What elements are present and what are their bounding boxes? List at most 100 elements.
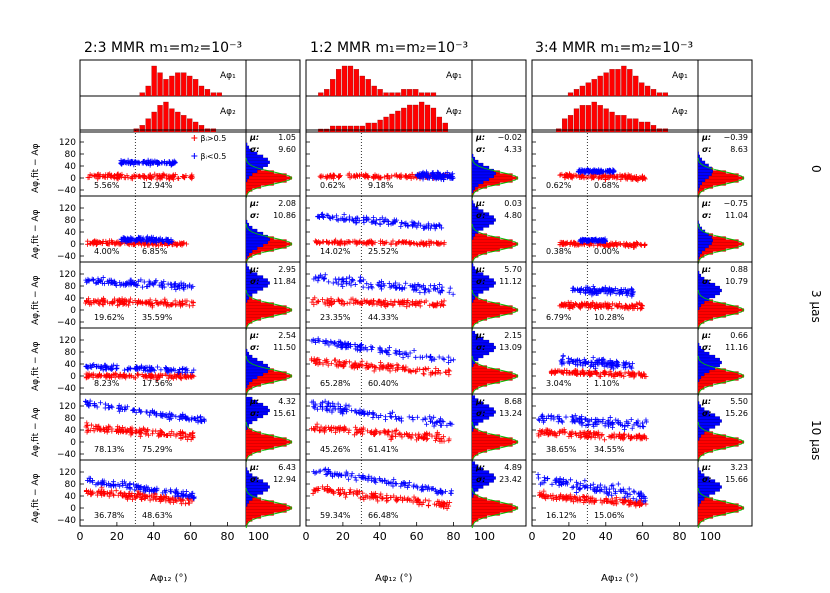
hist-bar-phi2 [389,113,395,133]
sigma-value: 11.16 [725,343,748,352]
hist-bar-phi1 [639,82,645,97]
mu-label: μ: [249,133,259,142]
red-point [136,241,142,247]
hist-bar-phi1 [139,92,145,97]
side-hist-blue-bar [245,249,253,254]
blue-point [369,285,375,291]
blue-point [605,168,611,174]
blue-point [158,367,164,373]
red-point [602,437,608,443]
side-hist-blue-bar [245,169,258,173]
red-point [124,173,130,179]
percentage-blue: 9.18% [368,181,394,190]
hist-bar-phi2 [169,108,175,133]
red-point [164,173,170,179]
red-point [170,172,176,178]
blue-point [383,417,389,423]
hist-bar-phi2 [561,118,568,133]
blue-point [434,173,440,179]
side-hist-red-bar [471,308,519,312]
y-tick-label: 0 [70,174,76,184]
hist-bar-phi1 [650,89,657,97]
side-hist-red-bar [245,305,287,309]
hist-bar-phi1 [383,92,389,97]
blue-point [442,488,448,494]
red-point [108,173,114,179]
red-point [130,176,136,182]
mu-label: μ: [701,133,711,142]
percentage-blue: 35.59% [142,313,173,322]
blue-point [150,160,156,166]
side-hist-blue-bar [697,291,720,296]
blue-point [143,239,149,245]
red-point [87,172,93,178]
percentage-red: 5.56% [94,181,120,190]
hist-bar-phi1 [347,65,354,97]
red-point [640,176,646,182]
mu-value: 0.88 [730,265,748,274]
hist-bar-phi2 [145,118,151,133]
red-point [338,238,344,244]
hist-bar-phi2 [371,122,377,133]
sigma-value: 15.26 [725,409,748,418]
side-hist-blue-bar [245,503,248,507]
red-point [421,371,427,377]
red-point [417,303,423,309]
column-title-0: 2:3 MMR m₁=m₂=10⁻³ [84,40,242,56]
blue-point [431,283,437,289]
red-point [91,172,97,178]
side-hist-blue-bar [697,241,712,245]
side-hist-blue-bar [471,189,474,194]
hist-bar-phi2 [187,118,193,133]
side-hist-blue-bar [697,247,706,251]
hist-bar-phi1 [633,75,639,97]
red-point [588,175,594,181]
blue-point [314,406,320,412]
percentage-red: 65.28% [320,379,351,388]
red-point [384,173,390,179]
blue-point [411,348,417,354]
hist-bar-phi2 [139,125,145,133]
blue-point [629,293,635,299]
side-hist-blue-bar [697,303,702,308]
side-hist-blue-bar [697,351,710,356]
side-hist-blue-bar [245,175,250,179]
percentage-red: 8.23% [94,379,120,388]
side-hist-blue-bar [471,233,476,237]
hist-bar-phi2 [365,122,371,133]
percentage-red: 19.62% [94,313,125,322]
y-tick-label: 0 [70,372,76,382]
red-point [562,429,568,435]
red-point [388,240,394,246]
blue-point [91,277,97,283]
red-point [132,173,138,179]
red-point [141,173,147,179]
hist-bar-phi2 [353,125,360,133]
red-point [422,497,428,503]
side-hist-blue-bar [471,290,484,294]
red-point [172,241,178,247]
right-label-0: 0 [809,165,823,173]
blue-point [611,168,617,174]
side-hist-blue-bar [697,422,720,426]
side-hist-blue-bar [245,266,250,270]
red-point [349,173,355,179]
blue-point [102,405,108,411]
hist-bar-phi2 [335,125,342,133]
red-point [331,173,337,179]
side-hist-blue-bar [697,434,702,438]
side-hist-blue-bar [471,419,484,423]
side-hist-blue-bar [697,178,706,182]
blue-point [343,402,349,408]
side-hist-blue-bar [697,404,702,408]
side-hist-blue-bar [245,290,258,294]
blue-point [171,160,177,166]
red-point [611,174,617,180]
side-hist-red-bar [471,437,513,441]
side-hist-red-bar [697,437,739,441]
y-tick-label: 80 [65,348,77,358]
blue-point [316,338,322,344]
side-hist-red-bar [697,311,739,315]
blue-point [147,412,153,418]
side-hist-blue-bar [697,154,700,158]
